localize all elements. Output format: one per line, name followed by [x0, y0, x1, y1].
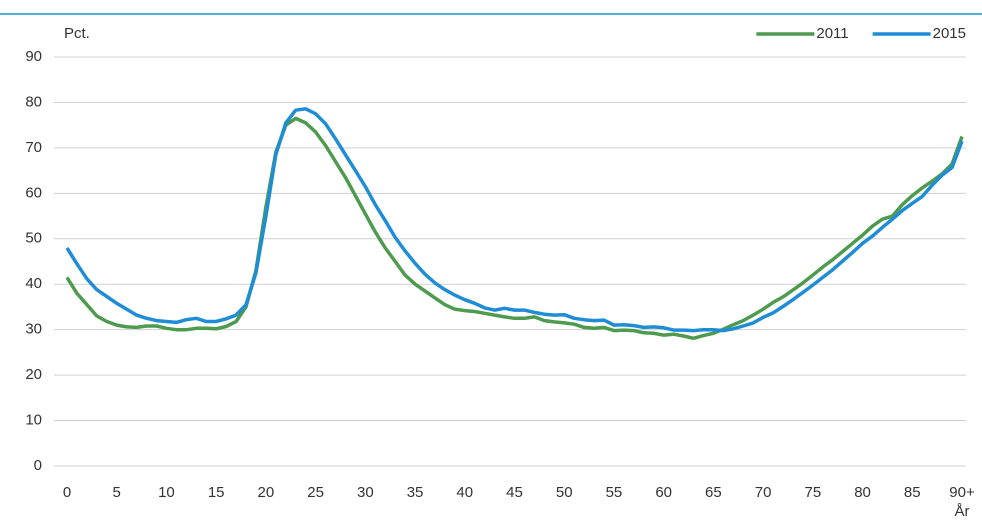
x-tick-label: 55 — [606, 484, 623, 501]
x-tick-label: 35 — [407, 484, 424, 501]
x-tick-label: 45 — [506, 484, 523, 501]
x-tick-label: 65 — [705, 484, 722, 501]
x-tick-label: 15 — [208, 484, 225, 501]
x-tick-label: 5 — [113, 484, 121, 501]
x-tick-label: 0 — [63, 484, 71, 501]
legend-label: 2015 — [933, 25, 966, 42]
y-tick-label: 80 — [25, 93, 42, 110]
legend-label: 2011 — [816, 25, 848, 42]
x-tick-label: 40 — [456, 484, 473, 501]
y-tick-label: 90 — [25, 48, 42, 65]
x-tick-label: 70 — [755, 484, 772, 501]
x-axis-label: År — [955, 503, 970, 520]
y-tick-label: 30 — [25, 321, 42, 338]
x-tick-label: 80 — [854, 484, 871, 501]
x-tick-label: 50 — [556, 484, 573, 501]
x-tick-label: 20 — [258, 484, 275, 501]
y-axis-label: Pct. — [64, 25, 90, 42]
y-tick-label: 0 — [34, 457, 42, 474]
y-tick-label: 50 — [25, 230, 42, 247]
line-series — [65, 107, 964, 333]
y-tick-label: 70 — [25, 139, 42, 156]
y-tick-label: 10 — [25, 412, 42, 429]
x-tick-label: 25 — [307, 484, 324, 501]
x-tick-label: 75 — [804, 484, 821, 501]
x-tick-label: 90+ — [949, 484, 975, 501]
x-tick-label: 10 — [158, 484, 175, 501]
y-tick-label: 40 — [25, 275, 42, 292]
x-tick-label: 30 — [357, 484, 374, 501]
y-tick-label: 20 — [25, 366, 42, 383]
x-tick-label: 85 — [904, 484, 921, 501]
x-tick-label: 60 — [655, 484, 672, 501]
y-tick-label: 60 — [25, 184, 42, 201]
line-series — [65, 116, 964, 341]
